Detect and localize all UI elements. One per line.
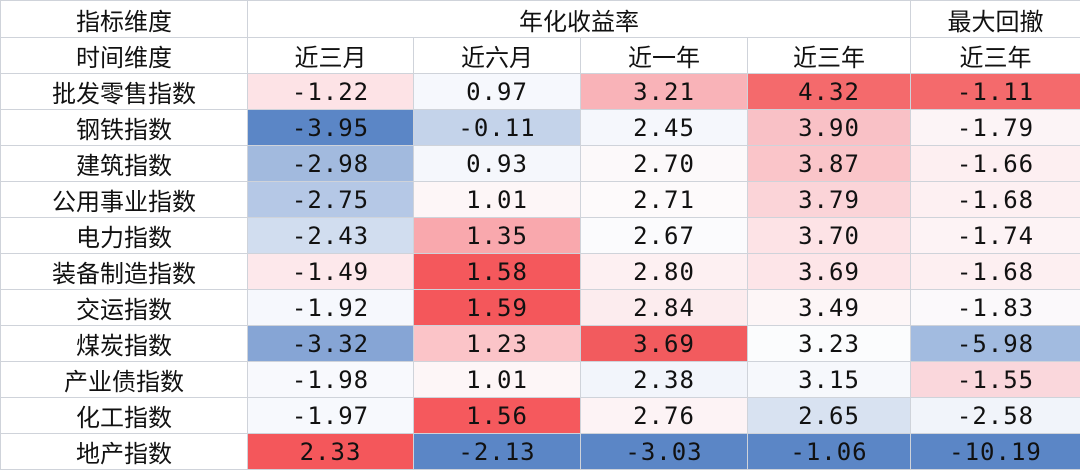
value-cell: -2.43 <box>248 218 414 254</box>
row-label: 批发零售指数 <box>1 74 248 110</box>
value-cell: 3.70 <box>748 218 911 254</box>
header-group-label: 指标维度 <box>1 1 248 38</box>
value-cell: 3.90 <box>748 110 911 146</box>
value-cell: -1.79 <box>911 110 1080 146</box>
value-cell: 3.23 <box>748 326 911 362</box>
value-cell: -2.75 <box>248 182 414 218</box>
value-cell: 1.01 <box>414 362 581 398</box>
header-return-group: 年化收益率 <box>248 1 911 38</box>
value-cell: 2.84 <box>581 290 748 326</box>
value-cell: 2.80 <box>581 254 748 290</box>
value-cell: -1.83 <box>911 290 1080 326</box>
row-label: 地产指数 <box>1 434 248 470</box>
value-cell: -3.03 <box>581 434 748 470</box>
row-label: 煤炭指数 <box>1 326 248 362</box>
value-cell: 4.32 <box>748 74 911 110</box>
row-label: 交运指数 <box>1 290 248 326</box>
header-row-groups: 指标维度 年化收益率 最大回撤 <box>1 1 1080 38</box>
value-cell: 1.56 <box>414 398 581 434</box>
value-cell: 3.21 <box>581 74 748 110</box>
value-cell: -1.49 <box>248 254 414 290</box>
value-cell: 1.01 <box>414 182 581 218</box>
value-cell: 2.71 <box>581 182 748 218</box>
header-row-periods: 时间维度 近三月 近六月 近一年 近三年 近三年 <box>1 38 1080 74</box>
value-cell: -0.11 <box>414 110 581 146</box>
value-cell: -1.92 <box>248 290 414 326</box>
value-cell: -2.98 <box>248 146 414 182</box>
value-cell: 3.69 <box>581 326 748 362</box>
value-cell: 1.58 <box>414 254 581 290</box>
row-label: 公用事业指数 <box>1 182 248 218</box>
value-cell: -5.98 <box>911 326 1080 362</box>
header-period: 近三月 <box>248 38 414 74</box>
value-cell: 3.69 <box>748 254 911 290</box>
value-cell: 2.65 <box>748 398 911 434</box>
value-cell: 3.79 <box>748 182 911 218</box>
value-cell: 3.49 <box>748 290 911 326</box>
value-cell: -1.55 <box>911 362 1080 398</box>
value-cell: 2.67 <box>581 218 748 254</box>
row-label: 产业债指数 <box>1 362 248 398</box>
value-cell: 2.33 <box>248 434 414 470</box>
value-cell: -1.68 <box>911 182 1080 218</box>
value-cell: -1.11 <box>911 74 1080 110</box>
row-label: 装备制造指数 <box>1 254 248 290</box>
row-label: 钢铁指数 <box>1 110 248 146</box>
value-cell: -1.74 <box>911 218 1080 254</box>
header-drawdown-group: 最大回撤 <box>911 1 1080 38</box>
value-cell: 2.76 <box>581 398 748 434</box>
value-cell: 2.70 <box>581 146 748 182</box>
value-cell: -1.98 <box>248 362 414 398</box>
value-cell: 3.15 <box>748 362 911 398</box>
value-cell: 1.35 <box>414 218 581 254</box>
value-cell: -1.97 <box>248 398 414 434</box>
value-cell: -1.66 <box>911 146 1080 182</box>
value-cell: -2.13 <box>414 434 581 470</box>
value-cell: 1.23 <box>414 326 581 362</box>
value-cell: -1.06 <box>748 434 911 470</box>
value-cell: -10.19 <box>911 434 1080 470</box>
header-period: 近三年 <box>911 38 1080 74</box>
value-cell: 3.87 <box>748 146 911 182</box>
value-cell: -3.32 <box>248 326 414 362</box>
value-cell: -3.95 <box>248 110 414 146</box>
header-period: 近六月 <box>414 38 581 74</box>
header-period: 近一年 <box>581 38 748 74</box>
value-cell: -1.22 <box>248 74 414 110</box>
value-cell: 2.38 <box>581 362 748 398</box>
value-cell: 0.93 <box>414 146 581 182</box>
value-cell: 1.59 <box>414 290 581 326</box>
header-period-label: 时间维度 <box>1 38 248 74</box>
header-period: 近三年 <box>748 38 911 74</box>
value-cell: -1.68 <box>911 254 1080 290</box>
value-cell: 0.97 <box>414 74 581 110</box>
value-cell: -2.58 <box>911 398 1080 434</box>
row-label: 电力指数 <box>1 218 248 254</box>
row-label: 建筑指数 <box>1 146 248 182</box>
row-label: 化工指数 <box>1 398 248 434</box>
value-cell: 2.45 <box>581 110 748 146</box>
